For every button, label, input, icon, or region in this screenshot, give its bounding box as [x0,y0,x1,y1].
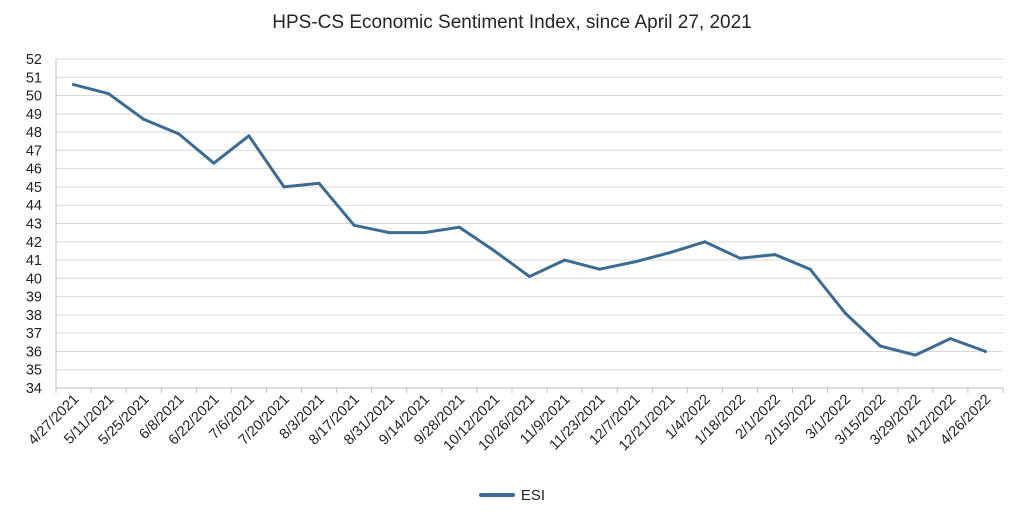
data-point [598,267,602,271]
y-tick-label: 39 [26,290,42,306]
data-point [878,344,882,348]
data-point [528,275,531,279]
y-tick-label: 52 [26,52,42,68]
gridlines [56,58,1003,371]
data-point [948,337,952,341]
y-tick-label: 37 [26,326,42,342]
y-tick-label: 40 [26,271,42,287]
data-point [177,132,181,136]
y-tick-label: 47 [26,143,42,159]
data-point [563,258,567,262]
legend-item-esi: ESI [478,486,546,504]
chart-title: HPS-CS Economic Sentiment Index, since A… [272,12,752,33]
axes [55,59,1004,393]
y-tick-label: 44 [26,198,42,214]
data-point [457,225,461,229]
y-tick-label: 50 [26,89,42,105]
legend: ESI [0,484,1024,504]
data-point [247,134,251,138]
data-point [72,83,76,87]
data-point [913,353,917,357]
data-point [142,117,146,121]
y-tick-label: 48 [26,125,42,141]
y-tick-label: 38 [26,308,42,324]
series-layer [72,83,987,357]
data-point [352,223,356,227]
data-point [808,267,812,271]
y-tick-label: 46 [26,162,42,178]
legend-label: ESI [520,486,546,504]
y-axis-ticks: 34 35 36 37 38 39 40 41 42 43 44 45 46 47 48 49 50 51 52 [26,52,42,397]
y-tick-label: 42 [26,235,42,251]
data-point [212,161,216,165]
y-tick-label: 43 [26,217,42,233]
y-tick-label: 36 [26,344,42,360]
y-tick-label: 35 [26,363,42,379]
data-point [738,256,742,260]
data-point [633,260,637,264]
data-point [387,231,391,235]
data-point [668,251,672,255]
data-point [107,92,111,96]
data-point [422,231,426,235]
y-tick-label: 51 [26,70,42,86]
data-point [773,253,777,257]
data-point [703,240,707,244]
data-point [317,181,321,185]
x-axis-ticks: 4/27/20215/11/20215/25/20216/8/20216/22/… [25,392,994,455]
data-point [492,249,496,253]
data-point [843,311,847,315]
data-point [983,349,987,353]
y-tick-label: 45 [26,180,42,196]
data-point [282,185,286,189]
y-tick-label: 34 [26,381,42,397]
y-tick-label: 49 [26,107,42,123]
y-tick-label: 41 [26,253,42,269]
legend-swatch [478,493,515,497]
